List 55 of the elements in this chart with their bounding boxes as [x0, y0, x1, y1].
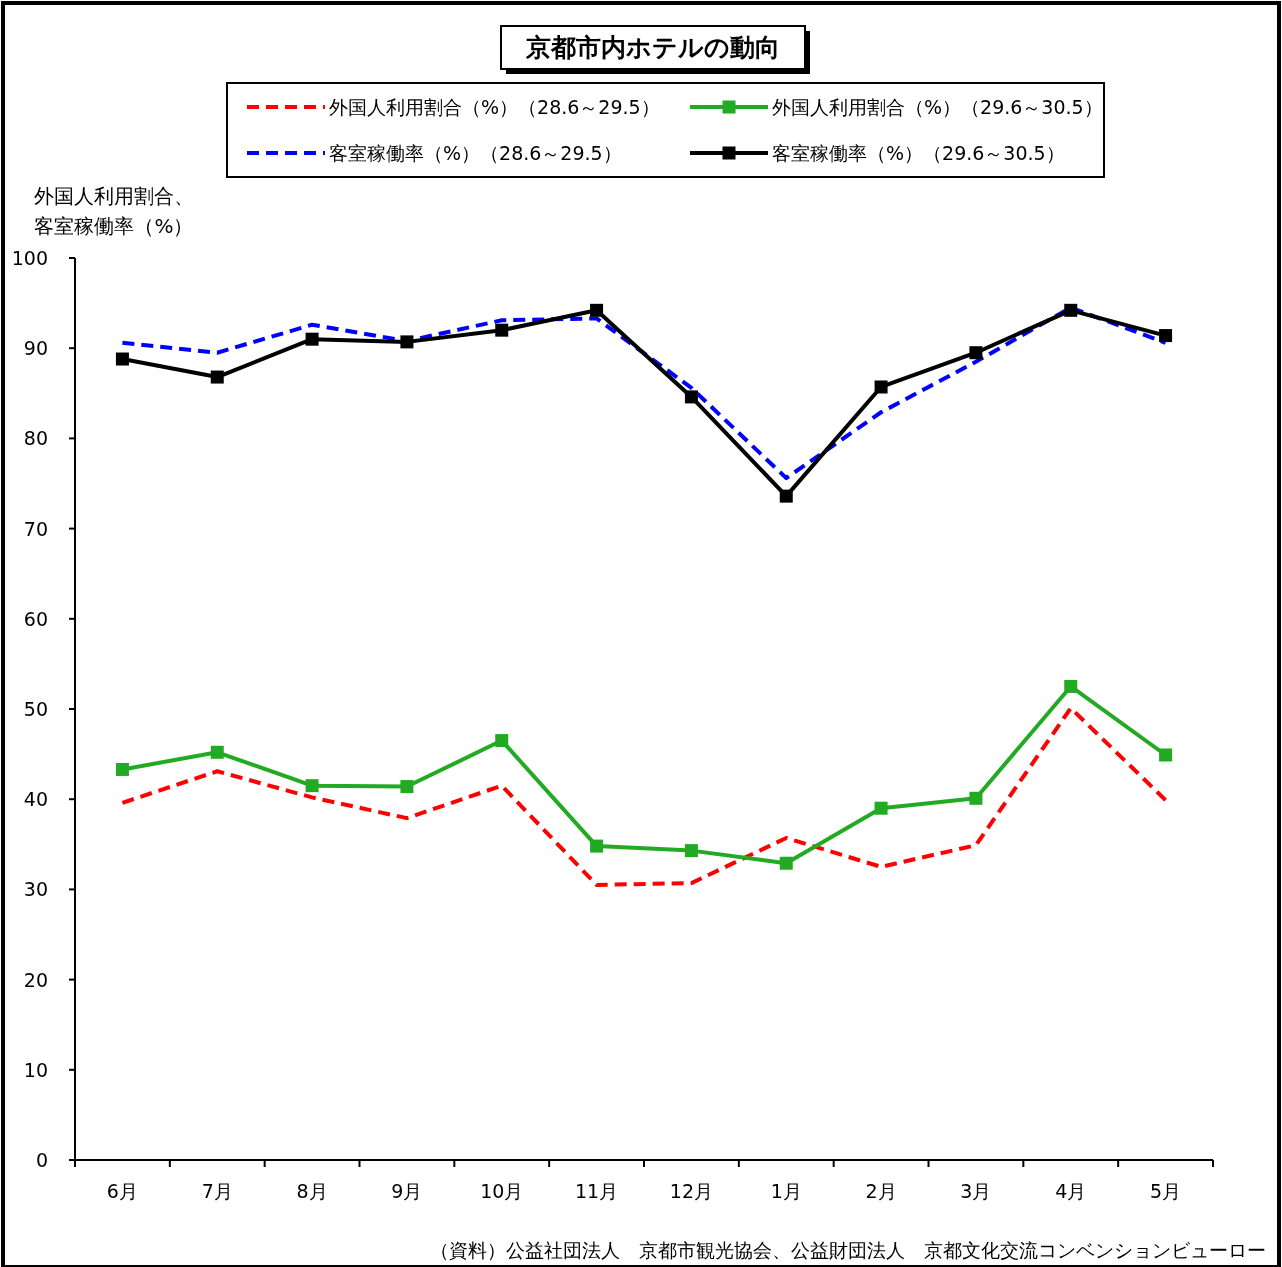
y-tick-label: 20 — [23, 968, 48, 991]
point — [969, 791, 983, 805]
x-tick-label: 10月 — [480, 1180, 524, 1202]
x-tick-label: 7月 — [201, 1180, 233, 1202]
point — [874, 801, 888, 815]
point — [779, 856, 793, 870]
y-tick-label: 10 — [23, 1058, 48, 1081]
point — [210, 370, 224, 384]
point — [115, 352, 129, 366]
y-tick-label: 90 — [23, 337, 48, 360]
point — [1064, 679, 1078, 693]
y-tick-label: 80 — [23, 427, 48, 450]
point — [684, 844, 698, 858]
x-tick-label: 8月 — [296, 1180, 328, 1202]
legend-label: 外国人利用割合（%）（29.6～30.5） — [772, 96, 1103, 118]
y-tick-label: 60 — [23, 607, 48, 630]
text: （資料）公益社団法人 京都市観光協会、公益財団法人 京都文化交流コンベンションビューロー — [430, 1239, 1266, 1261]
line-series — [120, 706, 1168, 887]
point — [1159, 329, 1173, 343]
y-tick-label: 30 — [23, 878, 48, 901]
legend-label: 客室稼働率（%）（29.6～30.5） — [772, 142, 1065, 164]
x-tick-label: 1月 — [770, 1180, 802, 1202]
point — [590, 303, 604, 317]
point — [684, 390, 698, 404]
x-tick-label: 3月 — [960, 1180, 992, 1202]
x-tick-label: 12月 — [669, 1180, 714, 1202]
point — [400, 780, 414, 794]
legend-label: 客室稼働率（%）（28.6～29.5） — [329, 142, 622, 164]
legend-label: 外国人利用割合（%）（28.6～29.5） — [329, 96, 660, 118]
point — [779, 489, 793, 503]
x-tick-label: 4月 — [1055, 1180, 1087, 1202]
y-tick-label: 50 — [23, 698, 48, 720]
x-tick-label: 5月 — [1150, 1180, 1182, 1202]
point — [495, 323, 509, 337]
point — [210, 745, 224, 759]
point — [305, 332, 319, 346]
point — [1159, 748, 1173, 762]
point — [400, 335, 414, 349]
x-tick-label: 2月 — [865, 1180, 897, 1202]
x-tick-label: 9月 — [391, 1180, 423, 1202]
y-axis-title: 外国人利用割合、客室稼働率（%） — [34, 184, 194, 238]
point — [1064, 303, 1078, 317]
y-tick-label: 40 — [23, 788, 48, 811]
y-tick-label: 70 — [23, 517, 48, 540]
point — [969, 346, 983, 360]
y-tick-label: 100 — [11, 247, 48, 269]
y-tick-label: 0 — [35, 1149, 48, 1171]
point — [874, 380, 888, 394]
point — [495, 734, 509, 748]
point — [590, 839, 604, 853]
chart-title: 京都市内ホテルの動向 — [525, 33, 780, 62]
x-tick-label: 11月 — [574, 1180, 619, 1202]
point — [115, 762, 129, 776]
point — [305, 779, 319, 793]
x-tick-label: 6月 — [106, 1180, 138, 1202]
